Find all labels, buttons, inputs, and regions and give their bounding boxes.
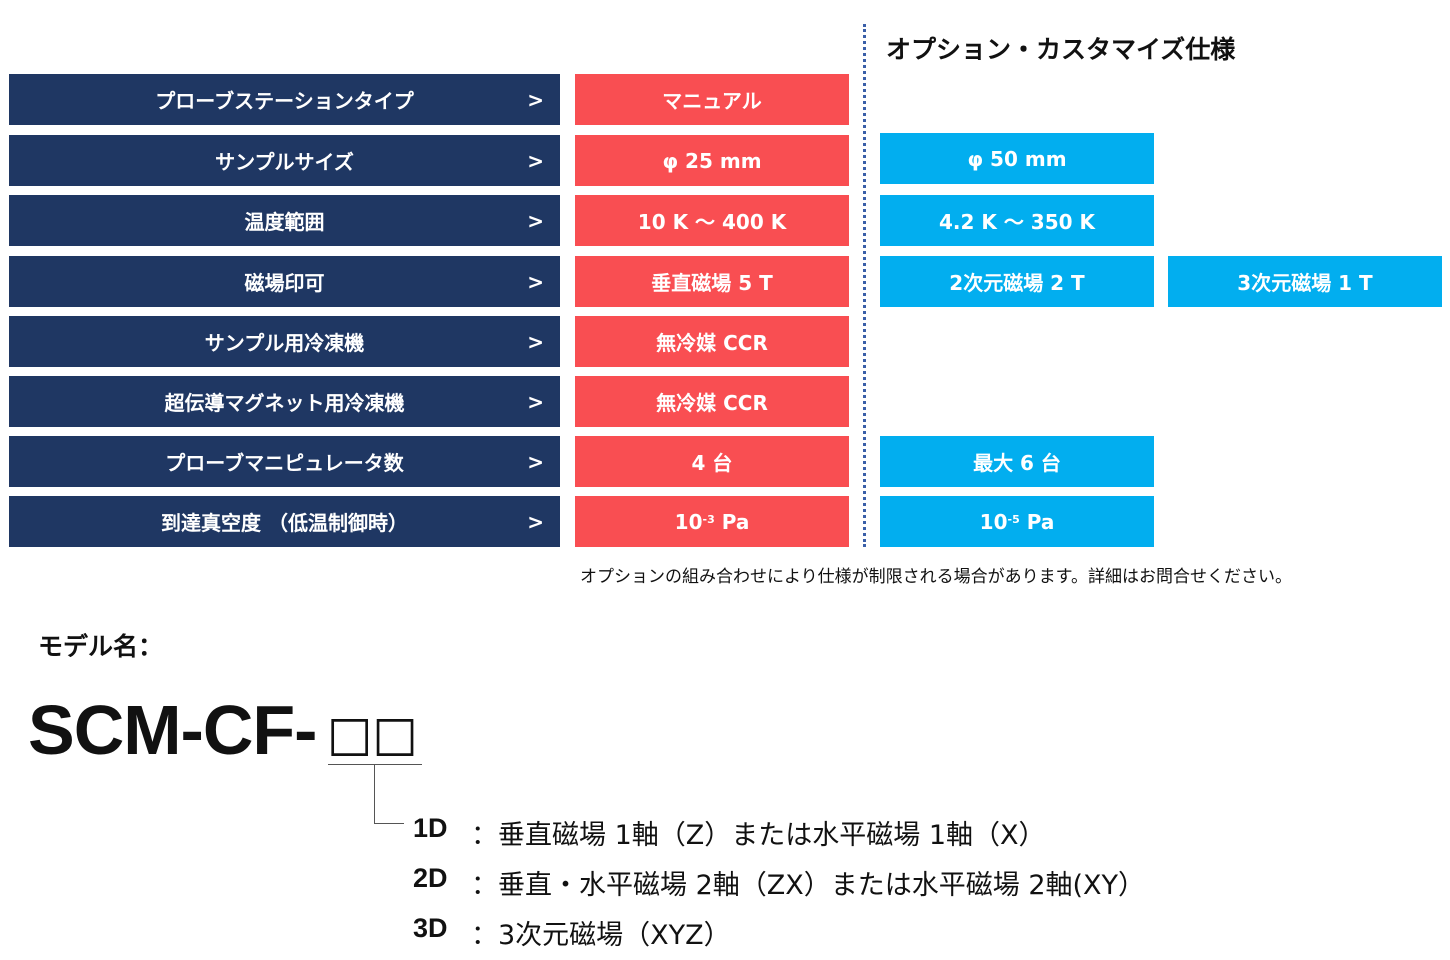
vacuum-exponent: -3	[702, 513, 715, 526]
arrow-icon: >	[527, 209, 544, 233]
arrow-icon: >	[527, 390, 544, 414]
arrow-icon: >	[527, 510, 544, 534]
option-divider	[863, 24, 866, 547]
option-value-ultimate-vacuum: 10 -5 Pa	[880, 496, 1154, 547]
bracket-line	[374, 764, 375, 824]
model-code: 3D	[413, 913, 448, 943]
option-value-magnetic-field-3d: 3次元磁場 1 T	[1168, 256, 1442, 307]
spec-label-text: 磁場印可	[244, 271, 325, 295]
option-value-magnetic-field-2d: 2次元磁場 2 T	[880, 256, 1154, 307]
model-code: 1D	[413, 813, 448, 843]
spec-label-temperature-range: 温度範囲 >	[9, 195, 560, 246]
spec-label-probe-station-type: プローブステーションタイプ >	[9, 74, 560, 125]
arrow-icon: >	[527, 88, 544, 112]
model-label: モデル名：	[38, 632, 164, 661]
spec-label-magnet-cryocooler: 超伝導マグネット用冷凍機 >	[9, 376, 560, 427]
spec-label-ultimate-vacuum: 到達真空度 （低温制御時） >	[9, 496, 560, 547]
standard-value-probe-station-type: マニュアル	[575, 74, 849, 125]
option-value-sample-size: φ 50 mm	[880, 133, 1154, 184]
vacuum-unit: Pa	[1019, 509, 1055, 534]
model-code-row-1d: 1D ：垂直磁場 1軸（Z）または水平磁場 1軸（X）	[413, 813, 1046, 852]
spec-label-text: サンプル用冷凍機	[204, 331, 365, 355]
bracket-line	[328, 764, 422, 765]
spec-label-text: プローブマニピュレータ数	[165, 451, 404, 475]
spec-label-probe-manipulators: プローブマニピュレータ数 >	[9, 436, 560, 487]
standard-value-sample-cryocooler: 無冷媒 CCR	[575, 316, 849, 367]
vacuum-unit: Pa	[714, 509, 750, 534]
spec-label-magnetic-field: 磁場印可 >	[9, 256, 560, 307]
model-code-row-3d: 3D ：3次元磁場（XYZ）	[413, 913, 731, 952]
model-code-description: ：垂直・水平磁場 2軸（ZX）または水平磁場 2軸(XY）	[471, 870, 1146, 901]
model-code-description: ：3次元磁場（XYZ）	[471, 920, 731, 951]
standard-value-probe-manipulators: 4 台	[575, 436, 849, 487]
spec-label-sample-size: サンプルサイズ >	[9, 135, 560, 186]
spec-label-text: サンプルサイズ	[215, 150, 354, 174]
vacuum-exponent: -5	[1007, 513, 1020, 526]
standard-value-temperature-range: 10 K 〜 400 K	[575, 195, 849, 246]
spec-label-text: プローブステーションタイプ	[155, 89, 414, 113]
standard-value-ultimate-vacuum: 10 -3 Pa	[575, 496, 849, 547]
model-code: 2D	[413, 863, 448, 893]
model-code-placeholder: □□	[327, 706, 418, 762]
vacuum-base: 10	[674, 509, 703, 534]
standard-value-magnetic-field: 垂直磁場 5 T	[575, 256, 849, 307]
arrow-icon: >	[527, 330, 544, 354]
vacuum-base: 10	[979, 509, 1008, 534]
spec-label-text: 温度範囲	[244, 210, 325, 234]
option-heading: オプション・カスタマイズ仕様	[886, 35, 1236, 64]
standard-value-magnet-cryocooler: 無冷媒 CCR	[575, 376, 849, 427]
model-code-description: ：垂直磁場 1軸（Z）または水平磁場 1軸（X）	[471, 820, 1046, 851]
arrow-icon: >	[527, 149, 544, 173]
spec-label-sample-cryocooler: サンプル用冷凍機 >	[9, 316, 560, 367]
arrow-icon: >	[527, 270, 544, 294]
standard-value-sample-size: φ 25 mm	[575, 135, 849, 186]
option-value-temperature-range: 4.2 K 〜 350 K	[880, 195, 1154, 246]
option-value-probe-manipulators: 最大 6 台	[880, 436, 1154, 487]
model-code-row-2d: 2D ：垂直・水平磁場 2軸（ZX）または水平磁場 2軸(XY）	[413, 863, 1145, 902]
arrow-icon: >	[527, 450, 544, 474]
spec-label-text: 到達真空度 （低温制御時）	[161, 511, 408, 535]
spec-label-text: 超伝導マグネット用冷凍機	[164, 391, 405, 415]
bracket-line	[374, 823, 404, 824]
option-note: オプションの組み合わせにより仕様が制限される場合があります。詳細はお問合せくださ…	[580, 567, 1292, 587]
model-name: SCM-CF-	[28, 691, 317, 769]
